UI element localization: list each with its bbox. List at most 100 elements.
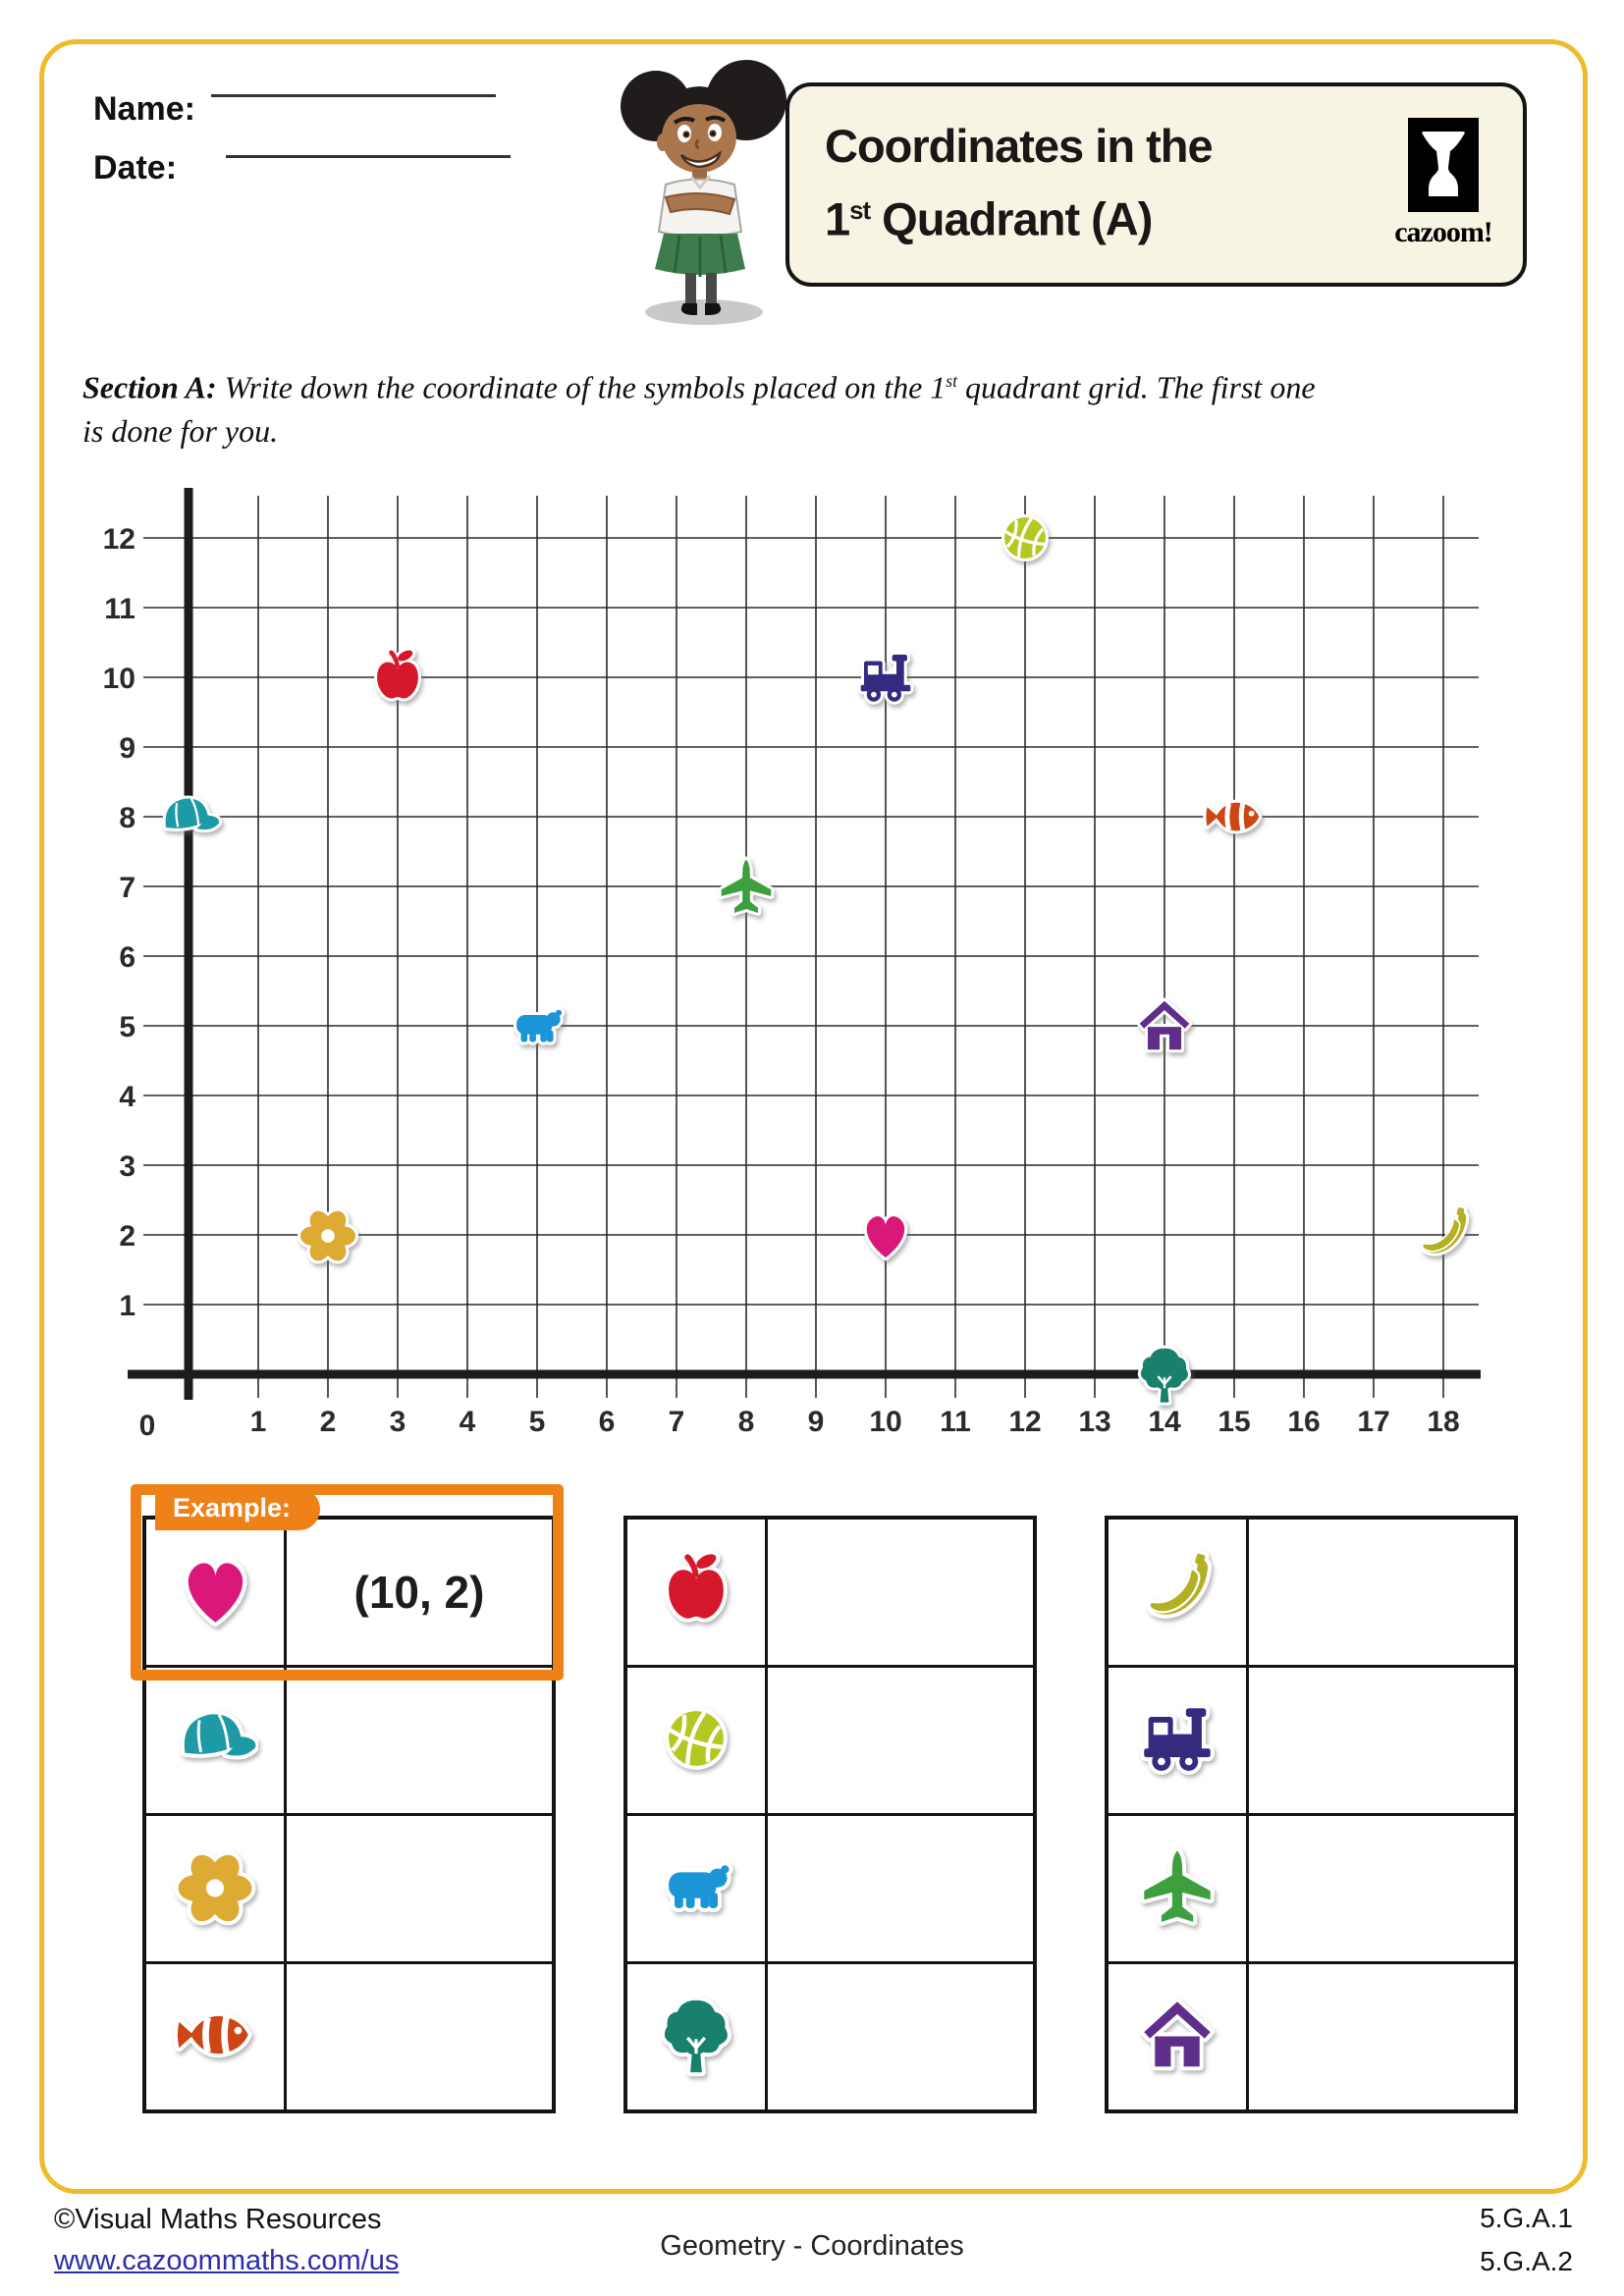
symbol-cell-basketball xyxy=(627,1668,768,1813)
y-tick-label: 1 xyxy=(119,1290,135,1322)
y-tick-label: 6 xyxy=(119,941,135,974)
y-tick-label: 3 xyxy=(119,1150,135,1183)
x-tick-label: 18 xyxy=(1427,1406,1459,1438)
grid-symbol-train xyxy=(857,651,914,705)
footer-category: Geometry - Coordinates xyxy=(660,2230,964,2262)
tree-icon xyxy=(660,1996,731,2076)
x-tick-label: 1 xyxy=(250,1406,267,1438)
date-input-line[interactable] xyxy=(226,155,511,158)
answer-cell[interactable] xyxy=(768,1816,1033,1961)
x-tick-label: 8 xyxy=(738,1406,755,1438)
answer-cell[interactable] xyxy=(1249,1964,1514,2109)
symbol-cell-banana xyxy=(1109,1520,1249,1665)
basketball-icon xyxy=(665,1706,728,1770)
airplane-icon xyxy=(1140,1845,1215,1926)
cazoom-drum-icon xyxy=(1408,118,1479,212)
answer-cell[interactable] xyxy=(1249,1520,1514,1665)
grid-symbol-cap xyxy=(162,795,222,833)
x-tick-label: 3 xyxy=(390,1406,406,1438)
answer-table-3 xyxy=(1105,1516,1518,2113)
standard-1: 5.G.A.1 xyxy=(1480,2203,1573,2233)
heart-icon xyxy=(183,1559,247,1628)
x-tick-label: 16 xyxy=(1287,1406,1320,1438)
example-answer: (10, 2) xyxy=(353,1567,485,1618)
answer-table-2 xyxy=(623,1516,1037,2113)
y-tick-label: 4 xyxy=(119,1081,135,1113)
symbol-cell-airplane xyxy=(1109,1816,1249,1961)
answer-cell[interactable] xyxy=(287,1964,552,2109)
answer-cell[interactable] xyxy=(287,1668,552,1813)
answer-row xyxy=(146,1961,552,2109)
footer-standards: 5.G.A.1 5.G.A.2 xyxy=(1480,2197,1573,2283)
answer-row xyxy=(1109,1520,1514,1665)
title-box: Coordinates in the 1st Quadrant (A) cazo… xyxy=(785,82,1527,287)
symbol-cell-tree xyxy=(627,1964,768,2109)
answer-row xyxy=(627,1520,1033,1665)
grid-symbol-tree xyxy=(1137,1345,1191,1406)
apple-icon xyxy=(665,1549,728,1623)
symbol-cell-apple xyxy=(627,1520,768,1665)
y-tick-label: 8 xyxy=(119,802,135,834)
section-a-instructions: Section A: Write down the coordinate of … xyxy=(82,369,1316,449)
y-tick-label: 10 xyxy=(103,663,135,695)
y-tick-label: 12 xyxy=(103,523,135,556)
page-border-frame xyxy=(39,39,1588,2194)
cazoom-logo-text: cazoom! xyxy=(1394,216,1493,248)
answer-row xyxy=(1109,1665,1514,1813)
symbol-cell-fish xyxy=(146,1964,287,2109)
cap-icon xyxy=(180,1709,260,1760)
section-a-label: Section A: xyxy=(82,369,217,405)
flower-icon xyxy=(174,1850,256,1925)
y-tick-label: 5 xyxy=(119,1011,135,1043)
grid-symbol-house xyxy=(1136,997,1193,1053)
website-link[interactable]: www.cazoommaths.com/us xyxy=(54,2245,400,2276)
cazoom-logo: cazoom! xyxy=(1385,118,1501,249)
x-tick-label: 9 xyxy=(808,1406,825,1438)
answer-row xyxy=(627,1961,1033,2109)
coordinate-grid: 0 1 2 3 4 5 6 7 8 9 10 11 12 13 14 15 16 17 18123456789101… xyxy=(103,488,1481,1442)
grid-symbol-apple xyxy=(374,647,421,702)
symbol-cell-bear xyxy=(627,1816,768,1961)
symbol-cell-train xyxy=(1109,1668,1249,1813)
grid-symbol-basketball xyxy=(1001,514,1049,561)
footer-left: ©Visual Maths Resources www.cazoommaths.… xyxy=(54,2199,399,2281)
answer-row xyxy=(146,1665,552,1813)
symbol-cell-cap xyxy=(146,1668,287,1813)
grid-symbol-airplane xyxy=(718,856,775,916)
x-tick-label: 15 xyxy=(1218,1406,1250,1438)
grid-symbol-bear xyxy=(514,1006,566,1045)
y-tick-label: 7 xyxy=(119,872,135,904)
grid-symbol-flower xyxy=(297,1207,359,1264)
grid-symbol-heart xyxy=(863,1213,908,1261)
answer-cell[interactable] xyxy=(1249,1816,1514,1961)
copyright-text: ©Visual Maths Resources xyxy=(54,2204,382,2235)
x-tick-label: 13 xyxy=(1078,1406,1110,1438)
x-tick-label: 0 xyxy=(139,1410,156,1442)
answer-cell[interactable] xyxy=(768,1520,1033,1665)
symbol-cell-heart xyxy=(146,1520,287,1665)
answer-cell[interactable] xyxy=(768,1668,1033,1813)
x-tick-label: 5 xyxy=(529,1406,546,1438)
date-label: Date: xyxy=(93,149,178,187)
standard-2: 5.G.A.2 xyxy=(1480,2246,1573,2276)
train-icon xyxy=(1140,1703,1215,1775)
answer-cell[interactable] xyxy=(1249,1668,1514,1813)
answer-cell[interactable] xyxy=(768,1964,1033,2109)
x-tick-label: 7 xyxy=(669,1406,685,1438)
answer-row xyxy=(1109,1961,1514,2109)
worksheet-title: Coordinates in the 1st Quadrant (A) xyxy=(825,120,1214,245)
x-tick-label: 6 xyxy=(599,1406,616,1438)
x-tick-label: 12 xyxy=(1008,1406,1041,1438)
x-tick-label: 14 xyxy=(1148,1406,1181,1438)
answer-row xyxy=(1109,1813,1514,1961)
example-label: Example: xyxy=(155,1488,321,1530)
answer-table-1: (10, 2) xyxy=(142,1516,556,2113)
grid-symbol-banana xyxy=(1420,1204,1470,1256)
name-input-line[interactable] xyxy=(211,94,496,97)
x-tick-label: 10 xyxy=(869,1406,901,1438)
answer-cell[interactable] xyxy=(287,1816,552,1961)
answer-row xyxy=(627,1813,1033,1961)
x-tick-label: 17 xyxy=(1357,1406,1389,1438)
x-tick-label: 11 xyxy=(940,1406,971,1438)
